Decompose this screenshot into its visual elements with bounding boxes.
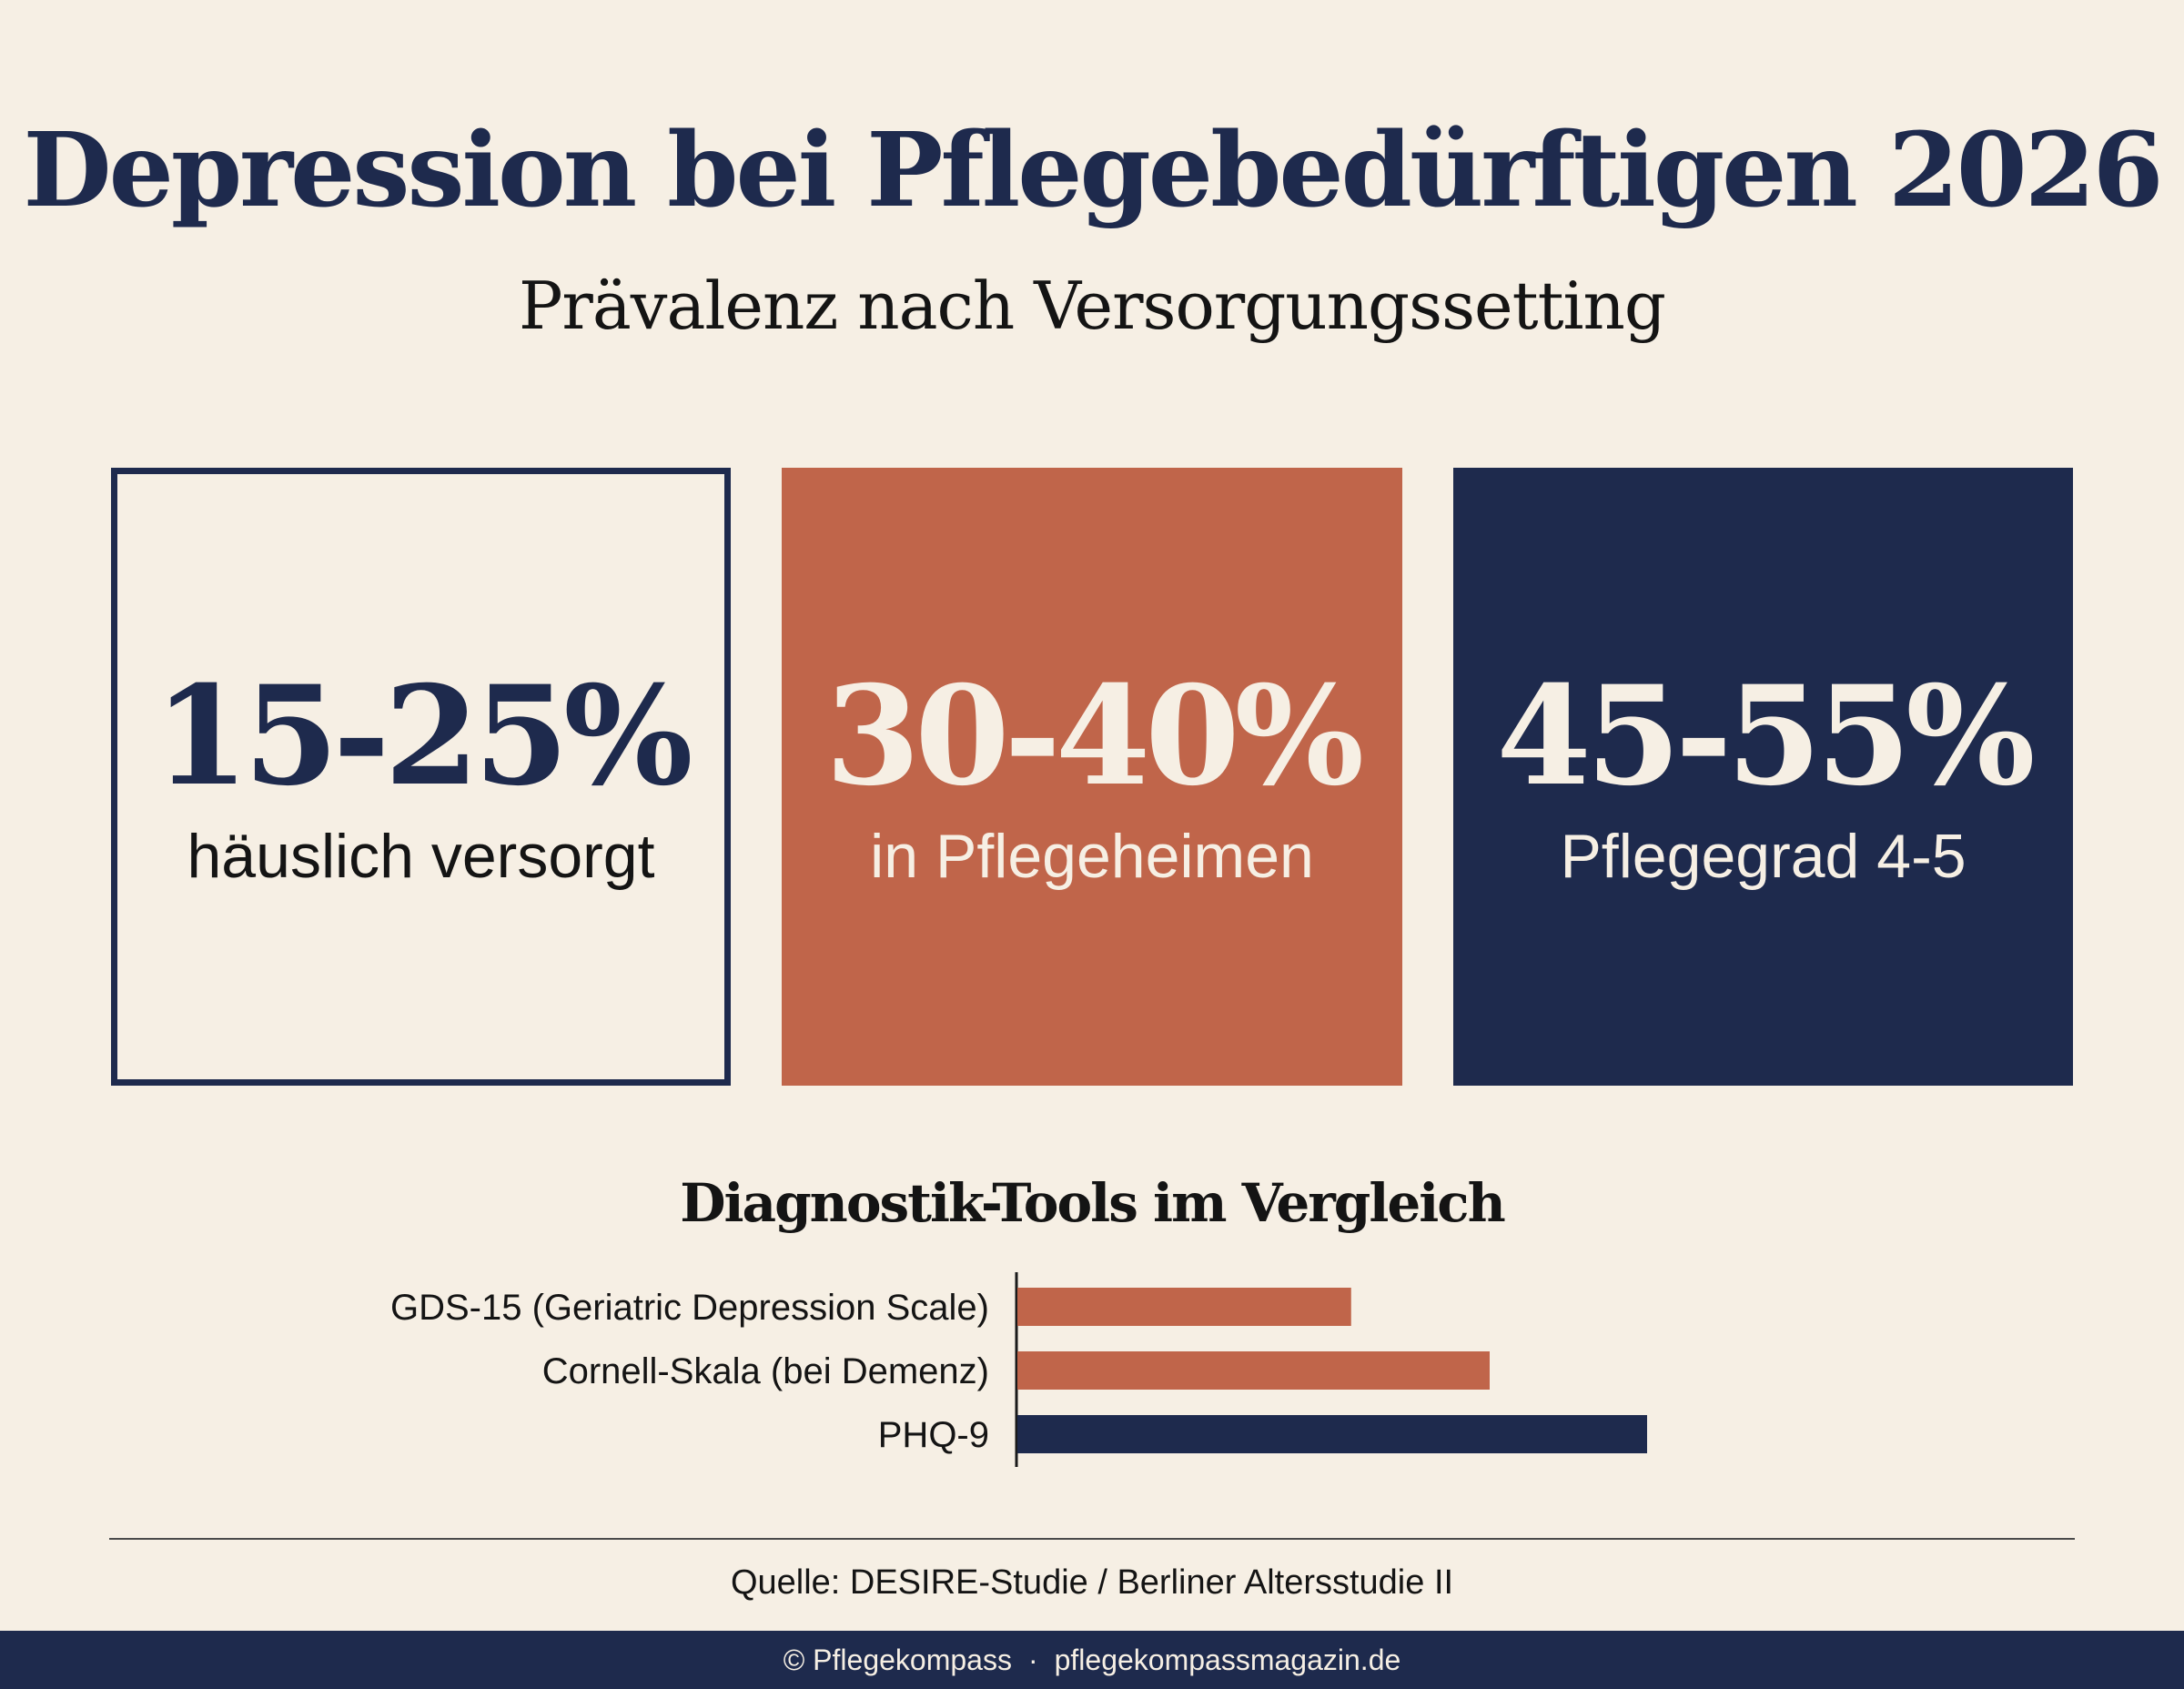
chart-category-label: Cornell-Skala (bei Demenz): [542, 1351, 989, 1391]
stat-card-care-grade: 45-55% Pflegegrad 4-5: [1453, 468, 2073, 1086]
chart-category-label: PHQ-9: [878, 1415, 989, 1455]
chart-category-label: GDS-15 (Geriatric Depression Scale): [390, 1288, 989, 1328]
chart-title: Diagnostik-Tools im Vergleich: [680, 1172, 1506, 1234]
page-subtitle: Prävalenz nach Versorgungssetting: [518, 268, 1666, 344]
bar-chart: GDS-15 (Geriatric Depression Scale) Corne…: [390, 1272, 1647, 1467]
stat-value: 15-25%: [154, 656, 693, 816]
footer-website[interactable]: pflegekompassmagazin.de: [1054, 1643, 1401, 1676]
divider: [109, 1538, 2075, 1540]
stat-label: häuslich versorgt: [187, 822, 655, 891]
page-title: Depression bei Pflegebedürftigen 2026: [23, 111, 2163, 230]
stat-label: in Pflegeheimen: [870, 822, 1314, 891]
footer-bar: © Pflegekompass · pflegekompassmagazin.d…: [0, 1631, 2184, 1689]
footer-copyright: © Pflegekompass: [783, 1643, 1012, 1676]
chart-bar: [1017, 1351, 1490, 1390]
stat-value: 30-40%: [824, 656, 1364, 816]
stat-value: 45-55%: [1496, 656, 2035, 816]
chart-bar: [1017, 1288, 1351, 1326]
footer-separator: ·: [1027, 1643, 1038, 1676]
chart-bar: [1017, 1415, 1647, 1453]
stat-label: Pflegegrad 4-5: [1560, 822, 1967, 891]
stat-card-nursing-home: 30-40% in Pflegeheimen: [782, 468, 1402, 1086]
stat-card-home-care: 15-25% häuslich versorgt: [111, 468, 731, 1086]
source-note: Quelle: DESIRE-Studie / Berliner Alterss…: [730, 1563, 1454, 1602]
